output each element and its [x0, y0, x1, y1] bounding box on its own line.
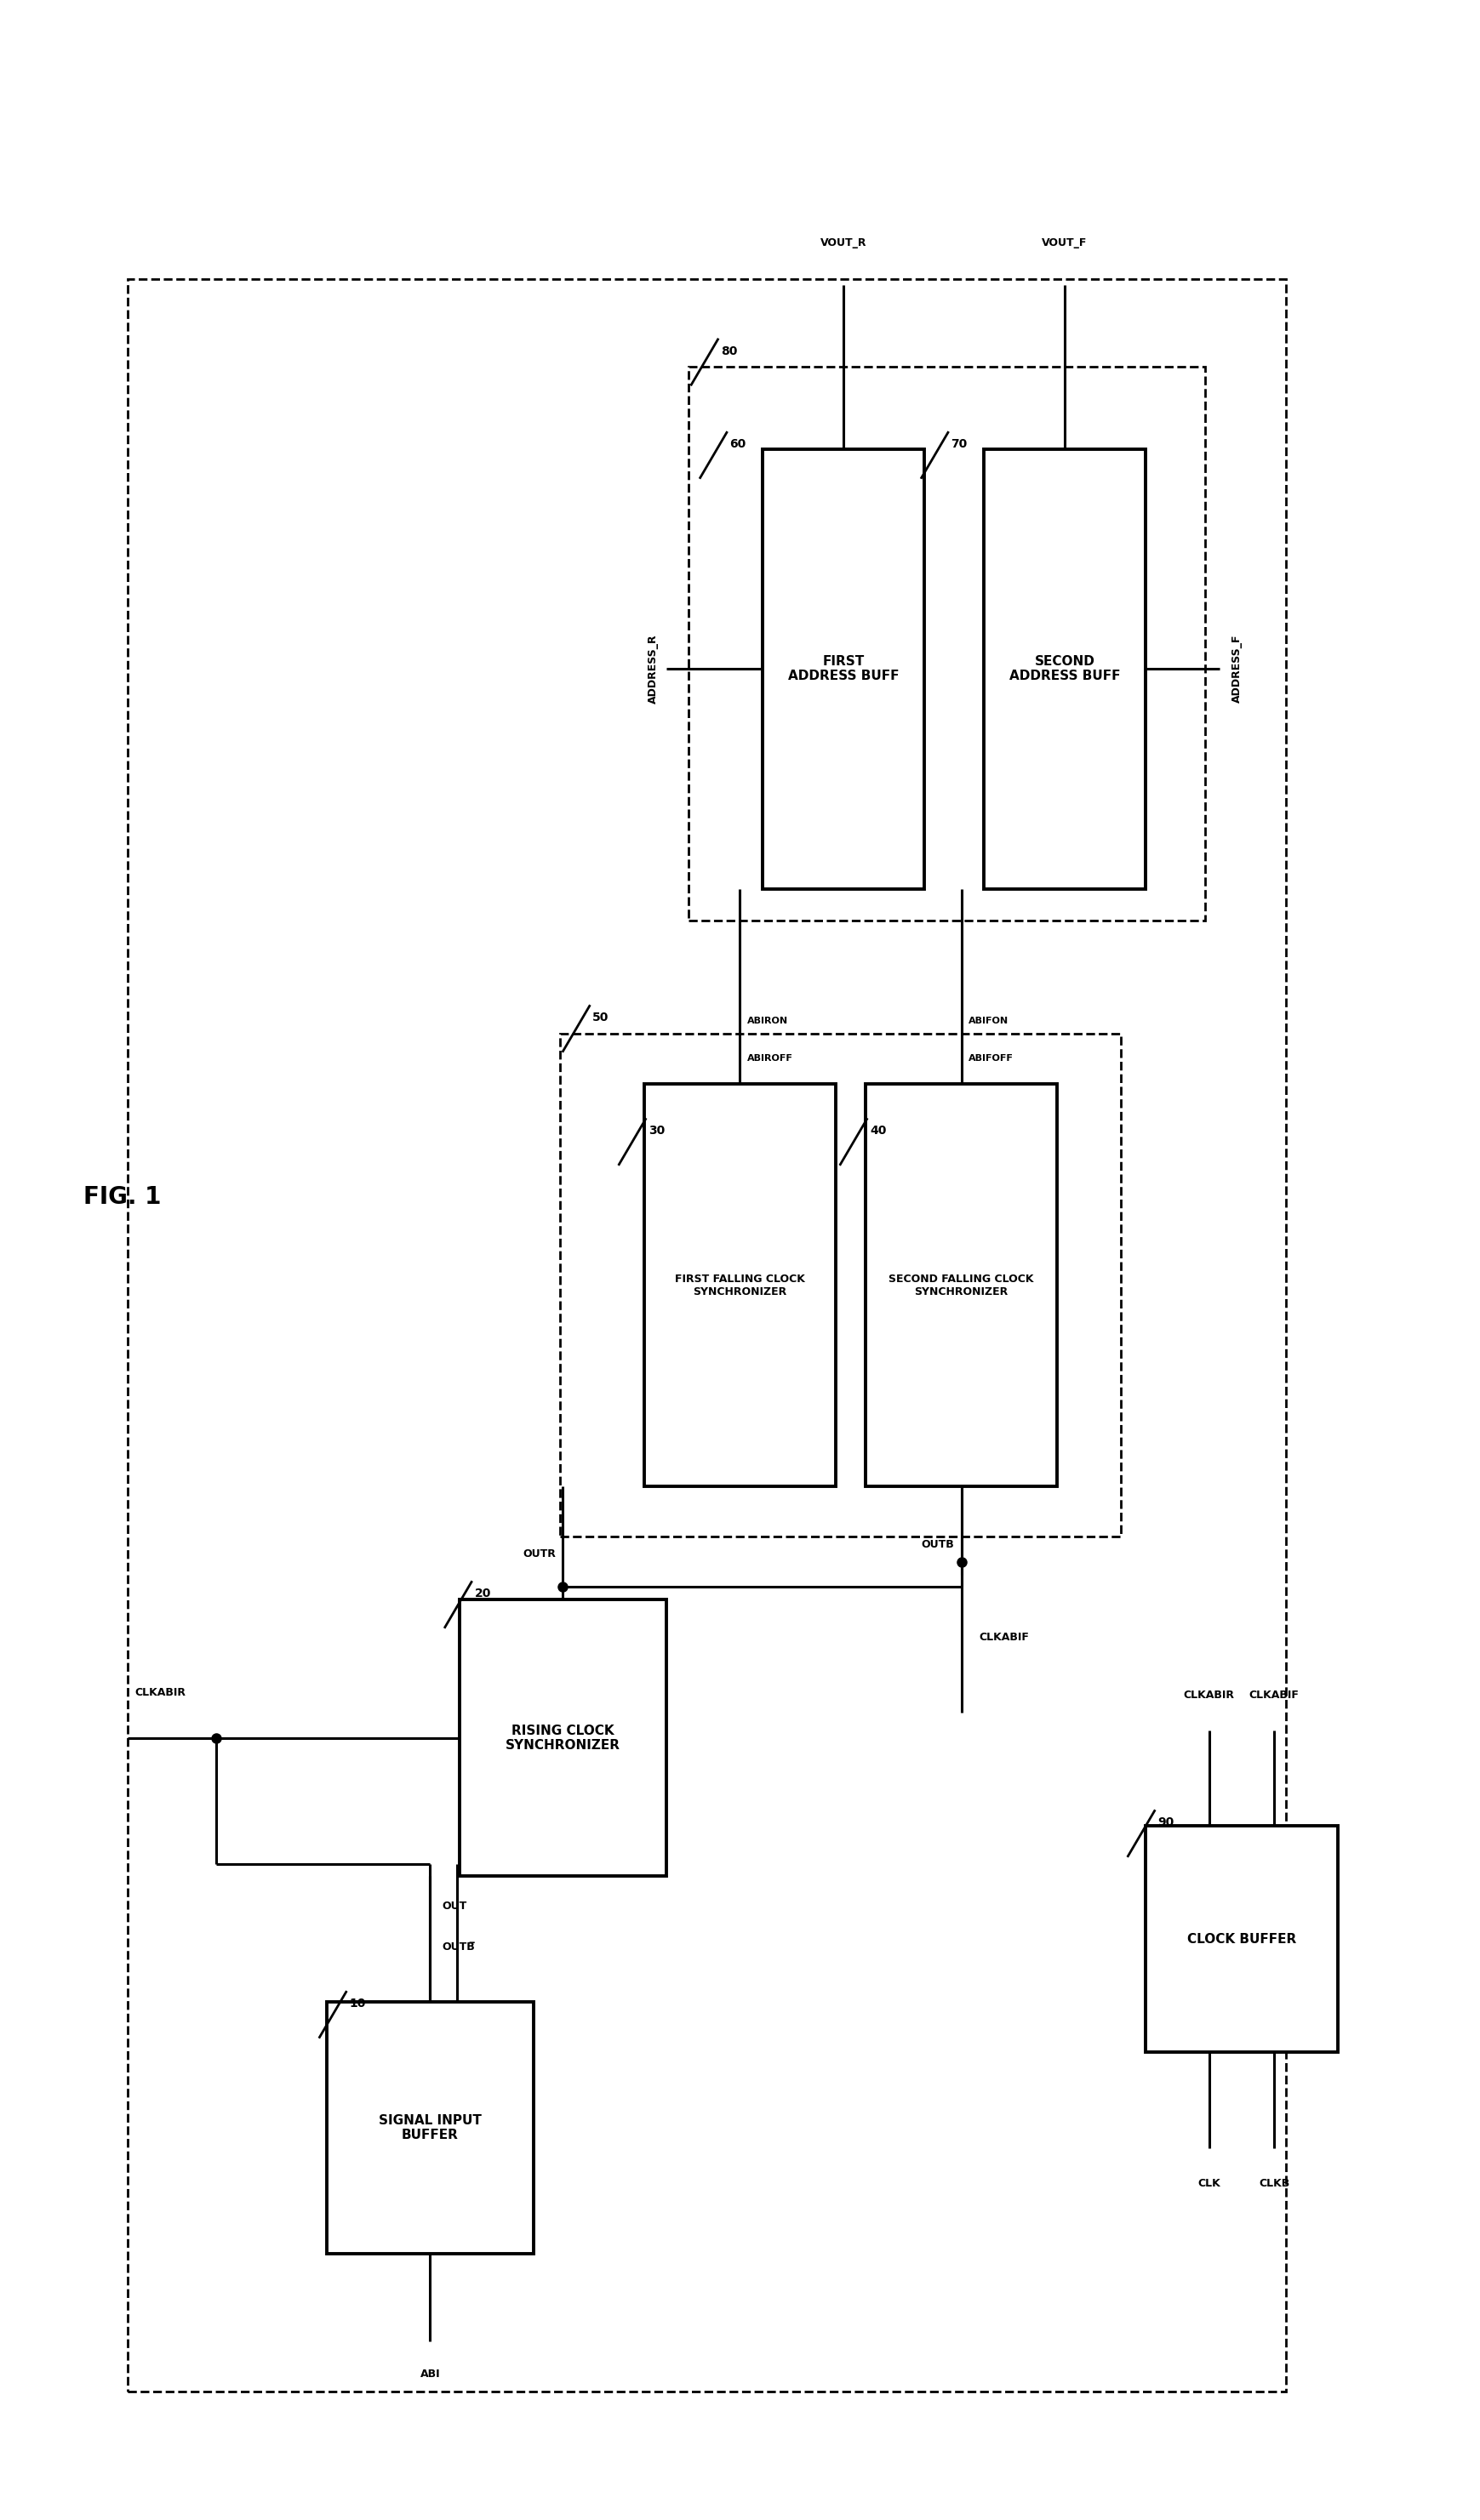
Text: OUT: OUT: [443, 1900, 466, 1913]
Text: CLKABIF: CLKABIF: [978, 1633, 1029, 1643]
Text: ABI: ABI: [420, 2369, 440, 2379]
Text: CLKABIF: CLKABIF: [1249, 1688, 1299, 1701]
Text: FIRST
ADDRESS BUFF: FIRST ADDRESS BUFF: [787, 655, 898, 683]
Text: CLKABIR: CLKABIR: [135, 1686, 186, 1698]
Bar: [866, 1084, 1057, 1487]
Text: OUTR: OUTR: [522, 1550, 555, 1560]
Bar: [762, 449, 925, 890]
Text: CLK: CLK: [1197, 2177, 1221, 2190]
Text: ADDRESS_R: ADDRESS_R: [648, 635, 659, 703]
Text: 60: 60: [730, 438, 746, 451]
Bar: [127, 280, 1286, 2391]
Text: CLKABIR: CLKABIR: [1184, 1688, 1234, 1701]
Text: 40: 40: [870, 1124, 887, 1137]
Text: SECOND
ADDRESS BUFF: SECOND ADDRESS BUFF: [1009, 655, 1120, 683]
Text: 80: 80: [721, 345, 737, 358]
Bar: [688, 368, 1205, 920]
Bar: [460, 1600, 666, 1877]
Text: SECOND FALLING CLOCK
SYNCHRONIZER: SECOND FALLING CLOCK SYNCHRONIZER: [888, 1273, 1035, 1298]
Text: 70: 70: [952, 438, 968, 451]
Text: RISING CLOCK
SYNCHRONIZER: RISING CLOCK SYNCHRONIZER: [506, 1724, 620, 1751]
Text: OUTB̅: OUTB̅: [443, 1940, 475, 1953]
Text: ABIFOFF: ABIFOFF: [969, 1053, 1014, 1063]
Bar: [559, 1033, 1120, 1537]
Text: ABIFON: ABIFON: [969, 1016, 1009, 1026]
Bar: [327, 2001, 533, 2253]
Text: 20: 20: [475, 1588, 491, 1600]
Text: SIGNAL INPUT
BUFFER: SIGNAL INPUT BUFFER: [379, 2114, 481, 2142]
Text: VOUT_R: VOUT_R: [820, 237, 866, 247]
Text: ADDRESS_F: ADDRESS_F: [1231, 635, 1242, 703]
Text: 30: 30: [648, 1124, 665, 1137]
Bar: [644, 1084, 836, 1487]
Text: FIRST FALLING CLOCK
SYNCHRONIZER: FIRST FALLING CLOCK SYNCHRONIZER: [675, 1273, 805, 1298]
Text: CLOCK BUFFER: CLOCK BUFFER: [1187, 1933, 1296, 1945]
Bar: [1146, 1827, 1338, 2051]
Text: ABIROFF: ABIROFF: [747, 1053, 793, 1063]
Text: 10: 10: [349, 1998, 366, 2008]
Text: 50: 50: [592, 1011, 608, 1023]
Text: FIG. 1: FIG. 1: [83, 1184, 161, 1210]
Text: ABIRON: ABIRON: [747, 1016, 789, 1026]
Text: VOUT_F: VOUT_F: [1042, 237, 1088, 247]
Bar: [983, 449, 1146, 890]
Text: 90: 90: [1157, 1817, 1174, 1830]
Text: CLKB: CLKB: [1258, 2177, 1289, 2190]
Text: OUTB: OUTB: [921, 1540, 955, 1550]
